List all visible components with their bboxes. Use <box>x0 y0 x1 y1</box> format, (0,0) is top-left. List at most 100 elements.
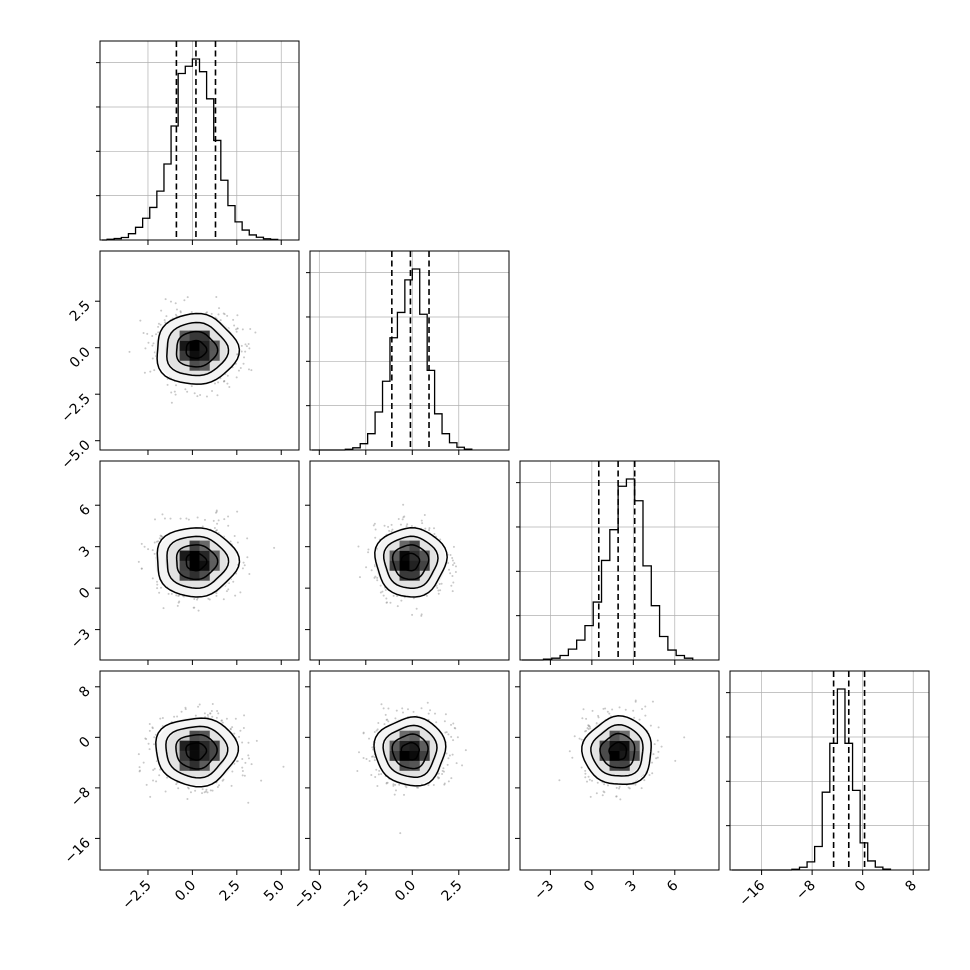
density-cell <box>179 330 190 341</box>
scatter-point <box>143 545 146 548</box>
scatter-point <box>140 567 143 570</box>
scatter-point <box>154 518 157 521</box>
contour-line <box>391 733 429 770</box>
scatter-point <box>248 572 251 575</box>
panel-content <box>558 699 686 801</box>
scatter-point <box>242 726 245 729</box>
scatter-point <box>199 394 202 397</box>
scatter-point <box>367 548 370 551</box>
y-tick-label: −8 <box>68 784 94 810</box>
scatter-point <box>249 327 252 330</box>
scatter-point <box>255 739 258 742</box>
contour-line <box>165 725 229 779</box>
density-cell <box>199 350 210 361</box>
scatter-point <box>443 783 446 786</box>
scatter-point <box>176 715 179 718</box>
scatter-point <box>437 589 440 592</box>
scatter-point <box>174 302 177 305</box>
x-tick-label: 6 <box>664 877 682 895</box>
scatter-point <box>452 581 455 584</box>
scatter-point <box>151 577 154 580</box>
scatter-point <box>160 309 163 312</box>
scatter-point <box>241 328 244 331</box>
scatter-point <box>388 529 391 532</box>
scatter-point <box>384 589 387 592</box>
scatter-point <box>660 745 663 748</box>
scatter-point <box>176 604 179 607</box>
scatter-point <box>236 327 239 330</box>
scatter-point <box>362 757 365 760</box>
scatter-point <box>444 713 447 716</box>
scatter-point <box>226 314 229 317</box>
density-cell <box>389 550 400 561</box>
scatter-point <box>243 774 246 777</box>
scatter-point <box>151 357 154 360</box>
scatter-point <box>657 750 660 753</box>
scatter-point <box>197 705 200 708</box>
scatter-point <box>217 381 220 384</box>
scatter-point <box>233 324 236 327</box>
density-cell <box>179 570 190 581</box>
scatter-point <box>207 716 210 719</box>
scatter-point <box>587 775 590 778</box>
scatter-point <box>447 562 450 565</box>
x-tick-label: 0.0 <box>172 878 199 905</box>
scatter-point <box>653 743 656 746</box>
scatter-point <box>174 393 177 396</box>
scatter-point <box>581 717 584 720</box>
scatter-point <box>405 786 408 789</box>
contour-line <box>175 330 219 368</box>
scatter-point <box>585 729 588 732</box>
scatter-point <box>373 576 376 579</box>
density-cell <box>419 750 430 761</box>
density-panel-1-0 <box>95 250 300 455</box>
scatter-point <box>237 369 240 372</box>
scatter-point <box>447 733 450 736</box>
scatter-point <box>225 717 228 720</box>
histogram-step-1 <box>344 268 473 450</box>
scatter-point <box>597 714 600 717</box>
scatter-point <box>210 312 213 315</box>
scatter-point <box>170 391 173 394</box>
scatter-point <box>175 315 178 318</box>
scatter-point <box>387 525 390 528</box>
scatter-point <box>157 540 160 543</box>
scatter-point <box>380 772 383 775</box>
scatter-point <box>377 773 380 776</box>
scatter-point <box>282 765 285 768</box>
scatter-point <box>154 733 157 736</box>
scatter-point <box>193 597 196 600</box>
scatter-point <box>376 784 379 787</box>
scatter-point <box>240 350 243 353</box>
x-tick-label: 0 <box>852 878 870 896</box>
contour-line <box>156 527 241 598</box>
scatter-point <box>209 712 212 715</box>
density-cell <box>419 550 430 561</box>
scatter-point <box>587 724 590 727</box>
scatter-point <box>447 757 450 760</box>
scatter-point <box>440 582 443 585</box>
density-cell <box>179 340 190 351</box>
scatter-point <box>451 753 454 756</box>
scatter-point <box>228 385 231 388</box>
scatter-point <box>596 781 599 784</box>
panel-content <box>356 701 467 835</box>
histogram-panel-3 <box>726 670 930 875</box>
scatter-point <box>393 793 396 796</box>
scatter-point <box>377 722 380 725</box>
scatter-point <box>368 759 371 762</box>
scatter-point <box>226 374 229 377</box>
scatter-point <box>452 545 455 548</box>
density-cell <box>179 560 190 571</box>
scatter-point <box>378 769 381 772</box>
scatter-point <box>243 356 246 359</box>
scatter-point <box>437 592 440 595</box>
scatter-point <box>236 541 239 544</box>
scatter-point <box>164 298 167 301</box>
scatter-point <box>183 299 186 302</box>
x-tick-label: −8 <box>793 878 819 904</box>
histogram-step-3 <box>791 688 892 870</box>
scatter-point <box>420 707 423 710</box>
scatter-point <box>385 781 388 784</box>
scatter-point <box>674 759 677 762</box>
